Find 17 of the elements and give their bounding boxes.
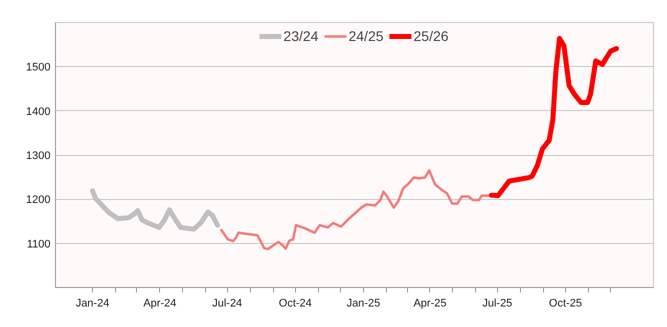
x-tick-label: Apr-24 [143, 298, 176, 310]
y-tick-label: 1200 [26, 194, 51, 206]
line-series [220, 169, 490, 250]
legend-label: 24/25 [348, 28, 384, 44]
x-tick-label: Apr-25 [413, 298, 447, 310]
legend-label: 23/24 [283, 28, 318, 44]
x-tick-label: Oct-24 [278, 298, 312, 310]
legend-label: 25/26 [414, 28, 449, 44]
y-tick-label: 1400 [26, 106, 51, 118]
y-tick-label: 1100 [26, 238, 50, 250]
y-tick-label: 1500 [26, 62, 51, 74]
x-tick-label: Jan-24 [76, 298, 110, 310]
x-tick-label: Jan-25 [346, 298, 380, 310]
y-tick-label: 1300 [26, 150, 51, 162]
x-tick-label: Oct-25 [548, 298, 582, 310]
x-tick-label: Jul-25 [482, 298, 512, 310]
x-tick-label: Jul-24 [212, 298, 242, 310]
